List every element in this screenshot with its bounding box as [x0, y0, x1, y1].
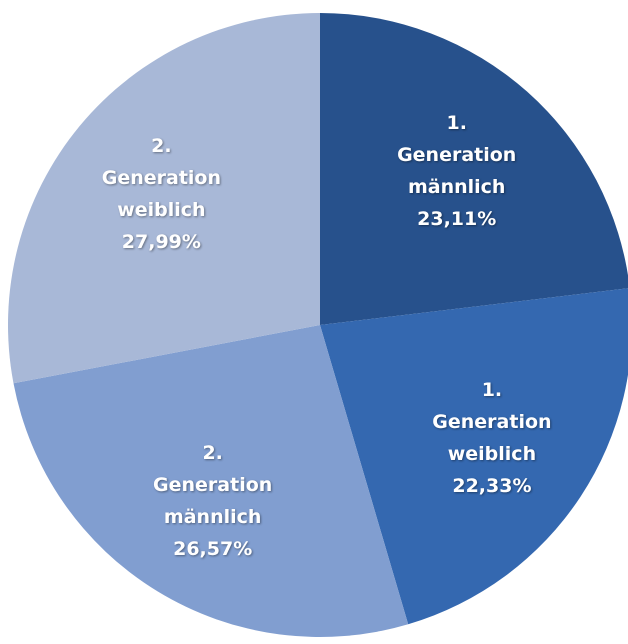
- category-label: 1. Generation männlich: [397, 112, 517, 198]
- slice-label: 1. Generation männlich 23,11%: [392, 107, 522, 235]
- pie-slice: [7, 13, 320, 384]
- value-label: 23,11%: [417, 208, 497, 230]
- slice-label: 1. Generation weiblich 22,33%: [427, 374, 557, 502]
- category-label: 1. Generation weiblich: [432, 379, 552, 466]
- slice-label: 2. Generation männlich 26,57%: [148, 437, 278, 565]
- value-label: 26,57%: [173, 537, 253, 560]
- pie-slice: [320, 13, 628, 325]
- pie-slice: [13, 325, 409, 637]
- category-label: 2. Generation männlich: [153, 441, 273, 528]
- value-label: 27,99%: [121, 230, 201, 253]
- pie-slice: [320, 288, 628, 625]
- category-label: 2. Generation weiblich: [101, 134, 221, 221]
- value-label: 22,33%: [452, 475, 532, 498]
- slice-label: 2. Generation weiblich 27,99%: [96, 130, 226, 258]
